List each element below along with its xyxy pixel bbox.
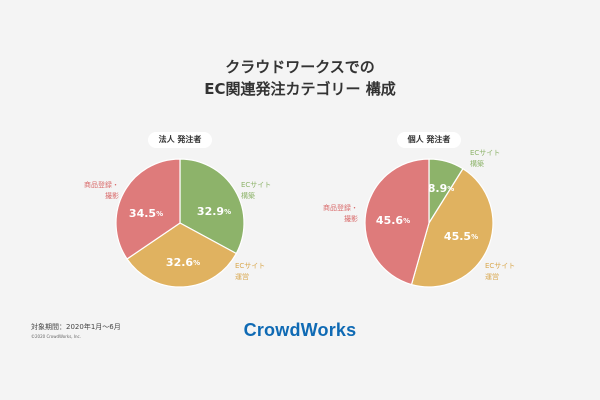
- pie-0-label-product: 商品登録・撮影: [84, 180, 119, 200]
- pie-title-individual: 個人 発注者: [397, 132, 461, 148]
- pie-1-value-operation: 45.5%: [444, 230, 478, 243]
- pie-title-corporate: 法人 発注者: [148, 132, 212, 148]
- pie-1-value-ec_site: 8.9%: [428, 182, 455, 195]
- pie-1-label-ec_site: ECサイト構築: [470, 149, 500, 168]
- chart-title-line-2: EC関連発注カテゴリー 構成: [204, 80, 396, 98]
- pie-0-value-ec_site: 32.9%: [197, 205, 231, 218]
- copyright-text: ©2020 CrowdWorks, Inc.: [31, 334, 81, 339]
- pie-0-value-operation: 32.6%: [166, 256, 200, 269]
- pie-1-slice-product: [364, 158, 430, 286]
- pie-0-slice-ec_site: [179, 158, 245, 255]
- period-note: 対象期間：2020年1月～6月: [31, 323, 121, 331]
- pie-1-value-product: 45.6%: [376, 214, 410, 227]
- pie-1-slice-operation: [410, 167, 494, 288]
- pie-0-label-operation: ECサイト運営: [235, 262, 265, 281]
- pie-1-label-product: 商品登録・撮影: [323, 203, 358, 223]
- pie-0-label-ec_site: ECサイト構築: [241, 181, 271, 200]
- pie-1-label-operation: ECサイト運営: [485, 262, 515, 281]
- pie-0-slice-operation: [126, 222, 238, 288]
- pie-0-value-product: 34.5%: [129, 207, 163, 220]
- pie-0-slice-product: [115, 158, 181, 260]
- crowdworks-logo: CrowdWorks: [243, 320, 357, 340]
- chart-title-line-1: クラウドワークスでの: [225, 58, 375, 76]
